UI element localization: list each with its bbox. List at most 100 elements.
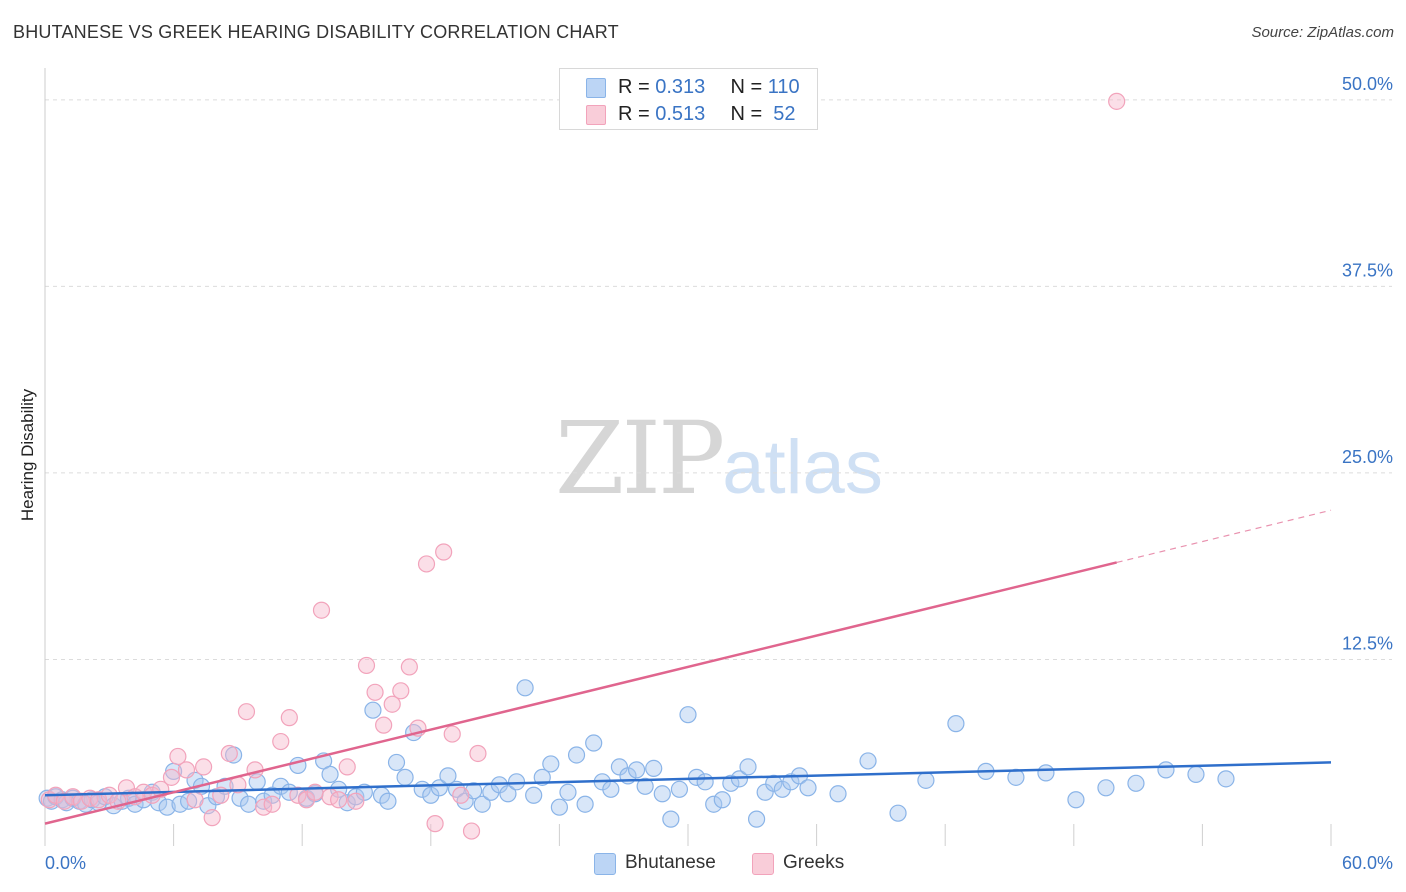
greeks-point <box>366 683 384 701</box>
legend-r-label: R = <box>618 103 656 125</box>
bottom-legend-swatch-blue <box>594 853 616 875</box>
legend-swatch-blue <box>586 78 606 98</box>
greeks-point <box>280 709 298 727</box>
greeks-point <box>357 656 376 675</box>
bhutanese-point <box>747 810 766 828</box>
bhutanese-point <box>696 773 714 791</box>
greeks-trend-line <box>44 561 1117 825</box>
greeks-point <box>443 725 461 743</box>
legend-r-label: R = <box>618 76 656 98</box>
greeks-point <box>400 658 418 676</box>
bhutanese-point <box>499 785 517 803</box>
bhutanese-point <box>550 798 569 816</box>
greeks-point <box>220 744 238 763</box>
bhutanese-trend-line <box>44 761 1332 797</box>
legend-n-value: 110 <box>767 76 800 98</box>
bhutanese-point <box>525 786 543 804</box>
greeks-point <box>169 747 187 766</box>
bhutanese-point <box>602 780 620 798</box>
x-tick-label: 0.0% <box>45 853 86 873</box>
greeks-trend-extension <box>1116 509 1332 564</box>
bhutanese-point <box>739 758 757 776</box>
bhutanese-point <box>705 795 723 813</box>
greeks-point <box>1108 92 1126 110</box>
correlation-legend: R = 0.313 N = 110 R = 0.513 N = 52 <box>559 68 818 130</box>
greeks-point <box>177 761 196 779</box>
legend-n-label: N = <box>730 103 768 125</box>
x-tick-label: 60.0% <box>1342 853 1393 873</box>
bhutanese-point <box>610 758 629 776</box>
bhutanese-point <box>321 765 339 783</box>
greeks-point <box>312 601 331 619</box>
bhutanese-point <box>722 774 740 792</box>
bhutanese-point <box>585 734 603 752</box>
bhutanese-point <box>396 768 414 786</box>
y-tick-label: 25.0% <box>1342 447 1393 467</box>
legend-n-value: 52 <box>767 103 796 125</box>
greeks-point <box>237 703 256 721</box>
bhutanese-point <box>473 795 491 813</box>
legend-swatch-pink <box>586 105 606 125</box>
bhutanese-point <box>1127 774 1145 792</box>
watermark-zip: ZIP <box>555 400 725 517</box>
bhutanese-point <box>662 810 680 828</box>
greeks-point <box>426 815 444 833</box>
bhutanese-point <box>645 759 663 778</box>
bhutanese-point <box>347 788 365 806</box>
bhutanese-point <box>627 761 646 779</box>
bhutanese-point <box>799 779 817 797</box>
bhutanese-point <box>263 786 281 804</box>
greeks-point <box>306 783 324 801</box>
y-tick-label: 37.5% <box>1342 260 1393 280</box>
bhutanese-point <box>180 792 198 810</box>
greeks-point <box>435 543 453 561</box>
bhutanese-point <box>1217 770 1235 788</box>
greeks-point <box>186 791 204 809</box>
watermark: ZIPatlas <box>555 400 883 517</box>
greeks-point <box>330 791 348 809</box>
bhutanese-point <box>829 785 847 803</box>
greeks-point <box>375 716 393 734</box>
bhutanese-point <box>379 792 397 810</box>
bottom-legend-label: Bhutanese <box>625 852 716 873</box>
bhutanese-point <box>889 804 907 822</box>
greeks-point <box>263 795 281 813</box>
greeks-point <box>195 758 213 776</box>
greeks-point <box>89 791 108 809</box>
y-tick-label: 12.5% <box>1342 633 1393 653</box>
bhutanese-point <box>1187 765 1205 783</box>
bhutanese-point <box>1157 761 1175 779</box>
bhutanese-point <box>1037 764 1055 782</box>
bhutanese-point <box>636 777 654 795</box>
greeks-point <box>64 788 82 806</box>
bhutanese-point <box>158 798 176 816</box>
bhutanese-point <box>542 755 560 773</box>
bhutanese-point <box>947 715 965 733</box>
greeks-point <box>452 786 470 804</box>
bottom-legend-label: Greeks <box>783 852 845 873</box>
bhutanese-point <box>917 771 935 789</box>
bhutanese-point <box>387 753 406 772</box>
bhutanese-point <box>713 791 731 809</box>
greeks-point <box>100 786 118 804</box>
greeks-point <box>469 744 487 763</box>
bhutanese-point <box>859 752 877 770</box>
legend-n-label: N = <box>730 76 768 98</box>
bhutanese-point <box>1067 791 1085 809</box>
source-label: Source: ZipAtlas.com <box>1251 24 1394 41</box>
bhutanese-point <box>576 795 594 813</box>
greeks-point <box>117 779 136 797</box>
chart-title: BHUTANESE VS GREEK HEARING DISABILITY CO… <box>13 22 619 42</box>
bhutanese-point <box>670 780 689 798</box>
bhutanese-point <box>679 706 697 724</box>
bhutanese-point <box>1097 779 1115 797</box>
y-tick-label: 50.0% <box>1342 74 1393 94</box>
bhutanese-point <box>782 773 800 791</box>
bhutanese-point <box>430 779 448 797</box>
bottom-legend-swatch-pink <box>752 853 774 875</box>
bhutanese-point <box>559 783 577 801</box>
greeks-point <box>162 768 181 786</box>
legend-r-value: 0.313 <box>655 76 706 98</box>
bhutanese-point <box>364 701 382 719</box>
